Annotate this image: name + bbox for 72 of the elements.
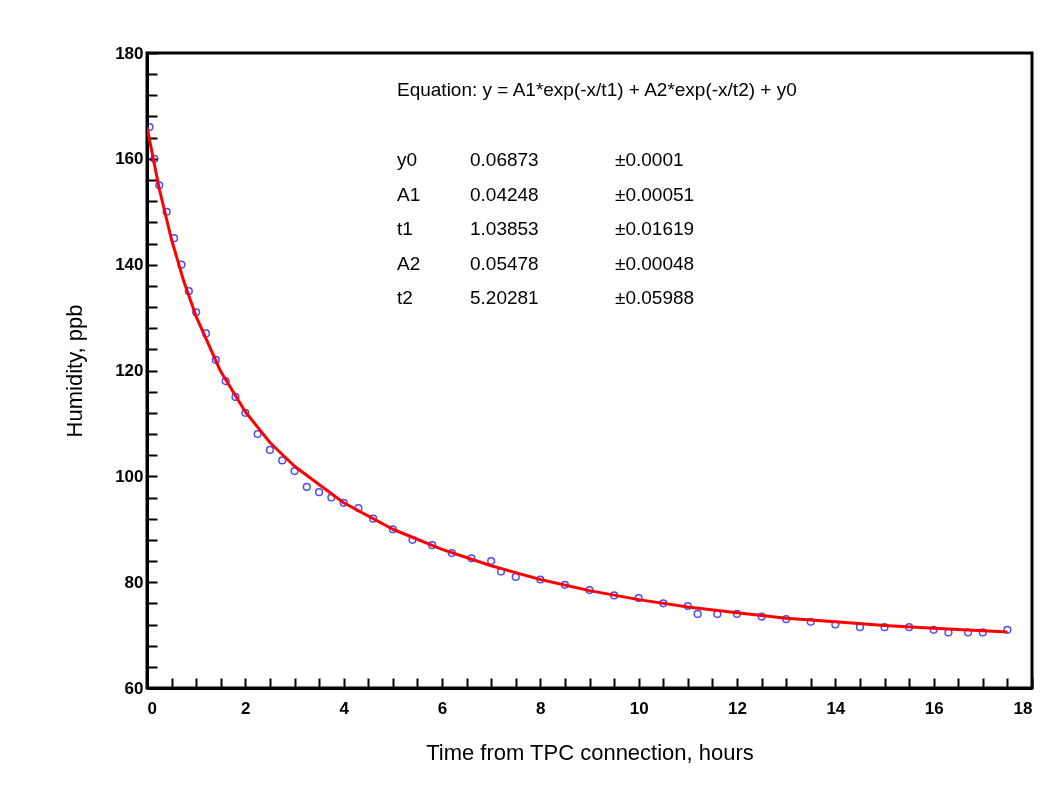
point <box>978 628 987 637</box>
point <box>265 445 275 454</box>
text: t1 1.03853 ±0.01619 <box>397 218 695 239</box>
point <box>388 525 397 534</box>
point <box>1003 625 1012 634</box>
point <box>369 514 378 523</box>
y-tick-label: 100 <box>115 466 144 486</box>
point <box>221 376 230 386</box>
point <box>757 612 766 621</box>
point <box>609 591 619 600</box>
point <box>963 628 973 637</box>
point <box>904 623 914 632</box>
point <box>880 623 889 632</box>
y-tick-label: 60 <box>124 678 144 698</box>
point <box>177 260 186 269</box>
point <box>162 207 171 216</box>
point <box>339 498 348 507</box>
point <box>428 541 437 550</box>
point <box>211 355 220 365</box>
point <box>585 586 594 595</box>
point <box>447 548 456 558</box>
point <box>487 556 496 566</box>
point <box>806 617 815 626</box>
point <box>929 625 938 634</box>
x-axis-title: Time from TPC connection, hours <box>426 739 754 765</box>
point <box>290 466 299 476</box>
x-tick-label: 12 <box>728 698 747 718</box>
point <box>683 601 692 611</box>
text: y0 0.06873 ±0.0001 <box>397 149 684 170</box>
point <box>536 575 545 584</box>
y-tick-label: 140 <box>115 255 144 275</box>
point <box>147 122 154 132</box>
point <box>732 609 742 619</box>
point <box>467 554 476 563</box>
point <box>314 488 324 497</box>
y-tick-label: 80 <box>124 572 144 592</box>
x-tick-label: 8 <box>536 698 546 718</box>
y-tick-label: 180 <box>115 43 144 63</box>
point <box>253 429 262 439</box>
x-tick-label: 0 <box>147 698 157 718</box>
y-axis-title: Humidity, ppb <box>62 304 88 438</box>
annotation: Equation: y = A1*exp(-x/t1) + A2*exp(-x/t2) + y0 <box>397 79 797 100</box>
point <box>231 392 240 402</box>
line-series <box>147 125 1009 634</box>
text: A1 0.04248 ±0.00051 <box>397 183 695 205</box>
text: t2 5.20281 ±0.05988 <box>397 287 695 308</box>
point <box>192 308 201 317</box>
point <box>184 287 193 296</box>
point <box>278 456 287 465</box>
x-tick-label: 6 <box>437 698 448 718</box>
x-tick-label: 16 <box>924 698 944 718</box>
point <box>560 580 570 589</box>
y-tick-label: 120 <box>115 361 144 380</box>
point <box>354 503 363 513</box>
point <box>659 599 668 608</box>
x-tick-label: 14 <box>826 698 846 718</box>
point <box>150 154 159 163</box>
text: A2 0.05478 ±0.00048 <box>397 252 695 274</box>
x-tick-label: 10 <box>629 698 649 718</box>
x-tick-label: 2 <box>241 698 251 718</box>
point <box>782 615 791 624</box>
point <box>302 482 311 492</box>
x-tick-label: 18 <box>1013 698 1033 718</box>
point <box>201 329 211 338</box>
y-tick-label: 160 <box>115 149 144 169</box>
point <box>693 609 702 619</box>
point <box>634 593 643 603</box>
point <box>511 572 520 581</box>
point <box>155 181 164 190</box>
point <box>855 623 865 632</box>
x-tick-label: 4 <box>339 698 350 718</box>
point <box>241 408 250 417</box>
